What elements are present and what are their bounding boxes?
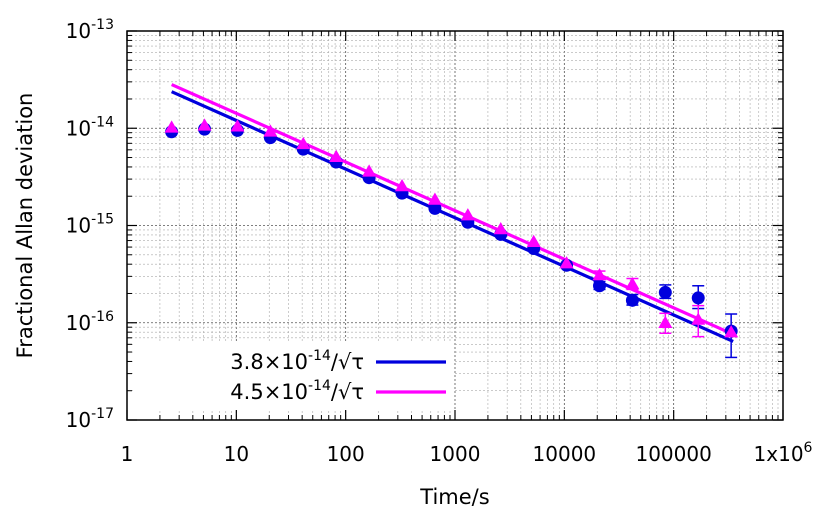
x-tick-label: 1x106 <box>754 440 813 466</box>
data-point-triangle <box>460 208 475 221</box>
data-point-triangle <box>559 256 574 269</box>
data-point-circle <box>691 291 705 305</box>
data-point-triangle <box>658 315 673 328</box>
data-point-triangle <box>329 149 344 162</box>
data-point-triangle <box>362 164 377 177</box>
data-point-triangle <box>263 124 278 137</box>
legend-label-1: 3.8×10-14/√τ <box>230 348 364 374</box>
legend-box <box>134 343 454 409</box>
data-point-triangle <box>427 192 442 205</box>
axis-ticks <box>126 30 784 421</box>
data-point-triangle <box>493 222 508 235</box>
data-point-circle <box>658 285 672 299</box>
data-point-triangle <box>395 178 410 192</box>
y-axis-label: Fractional Allan deviation <box>13 93 37 359</box>
data-point-circle <box>625 293 639 307</box>
data-point-triangle <box>197 118 212 131</box>
x-tick-label: 100 <box>327 442 365 466</box>
data-points <box>164 118 739 359</box>
x-tick-label: 10000 <box>533 442 597 466</box>
x-tick-label: 100000 <box>635 442 711 466</box>
data-point-circle <box>428 201 442 215</box>
x-tick-label: 10 <box>224 442 249 466</box>
fit-line-1 <box>170 90 734 343</box>
x-tick-label: 1000 <box>430 442 481 466</box>
y-tick-label: 10-13 <box>66 17 114 43</box>
y-tick-label: 10-14 <box>66 114 114 140</box>
data-point-triangle <box>230 119 245 132</box>
x-tick-label: 1 <box>121 442 134 466</box>
data-point-triangle <box>526 234 541 248</box>
y-tick-label: 10-16 <box>66 309 114 335</box>
y-tick-label: 10-17 <box>66 406 114 432</box>
data-point-triangle <box>164 120 179 133</box>
y-tick-label: 10-15 <box>66 212 114 238</box>
legend: 3.8×10-14/√τ 4.5×10-14/√τ <box>134 343 454 409</box>
data-point-triangle <box>724 325 739 338</box>
data-point-circle <box>592 279 606 293</box>
legend-label-2: 4.5×10-14/√τ <box>230 378 364 404</box>
x-axis-label: Time/s <box>419 485 489 509</box>
data-point-triangle <box>691 312 706 325</box>
data-point-triangle <box>592 267 607 281</box>
data-point-triangle <box>296 136 311 150</box>
data-point-triangle <box>625 277 640 290</box>
fit-line-2 <box>170 83 734 336</box>
fit-lines <box>170 83 734 343</box>
